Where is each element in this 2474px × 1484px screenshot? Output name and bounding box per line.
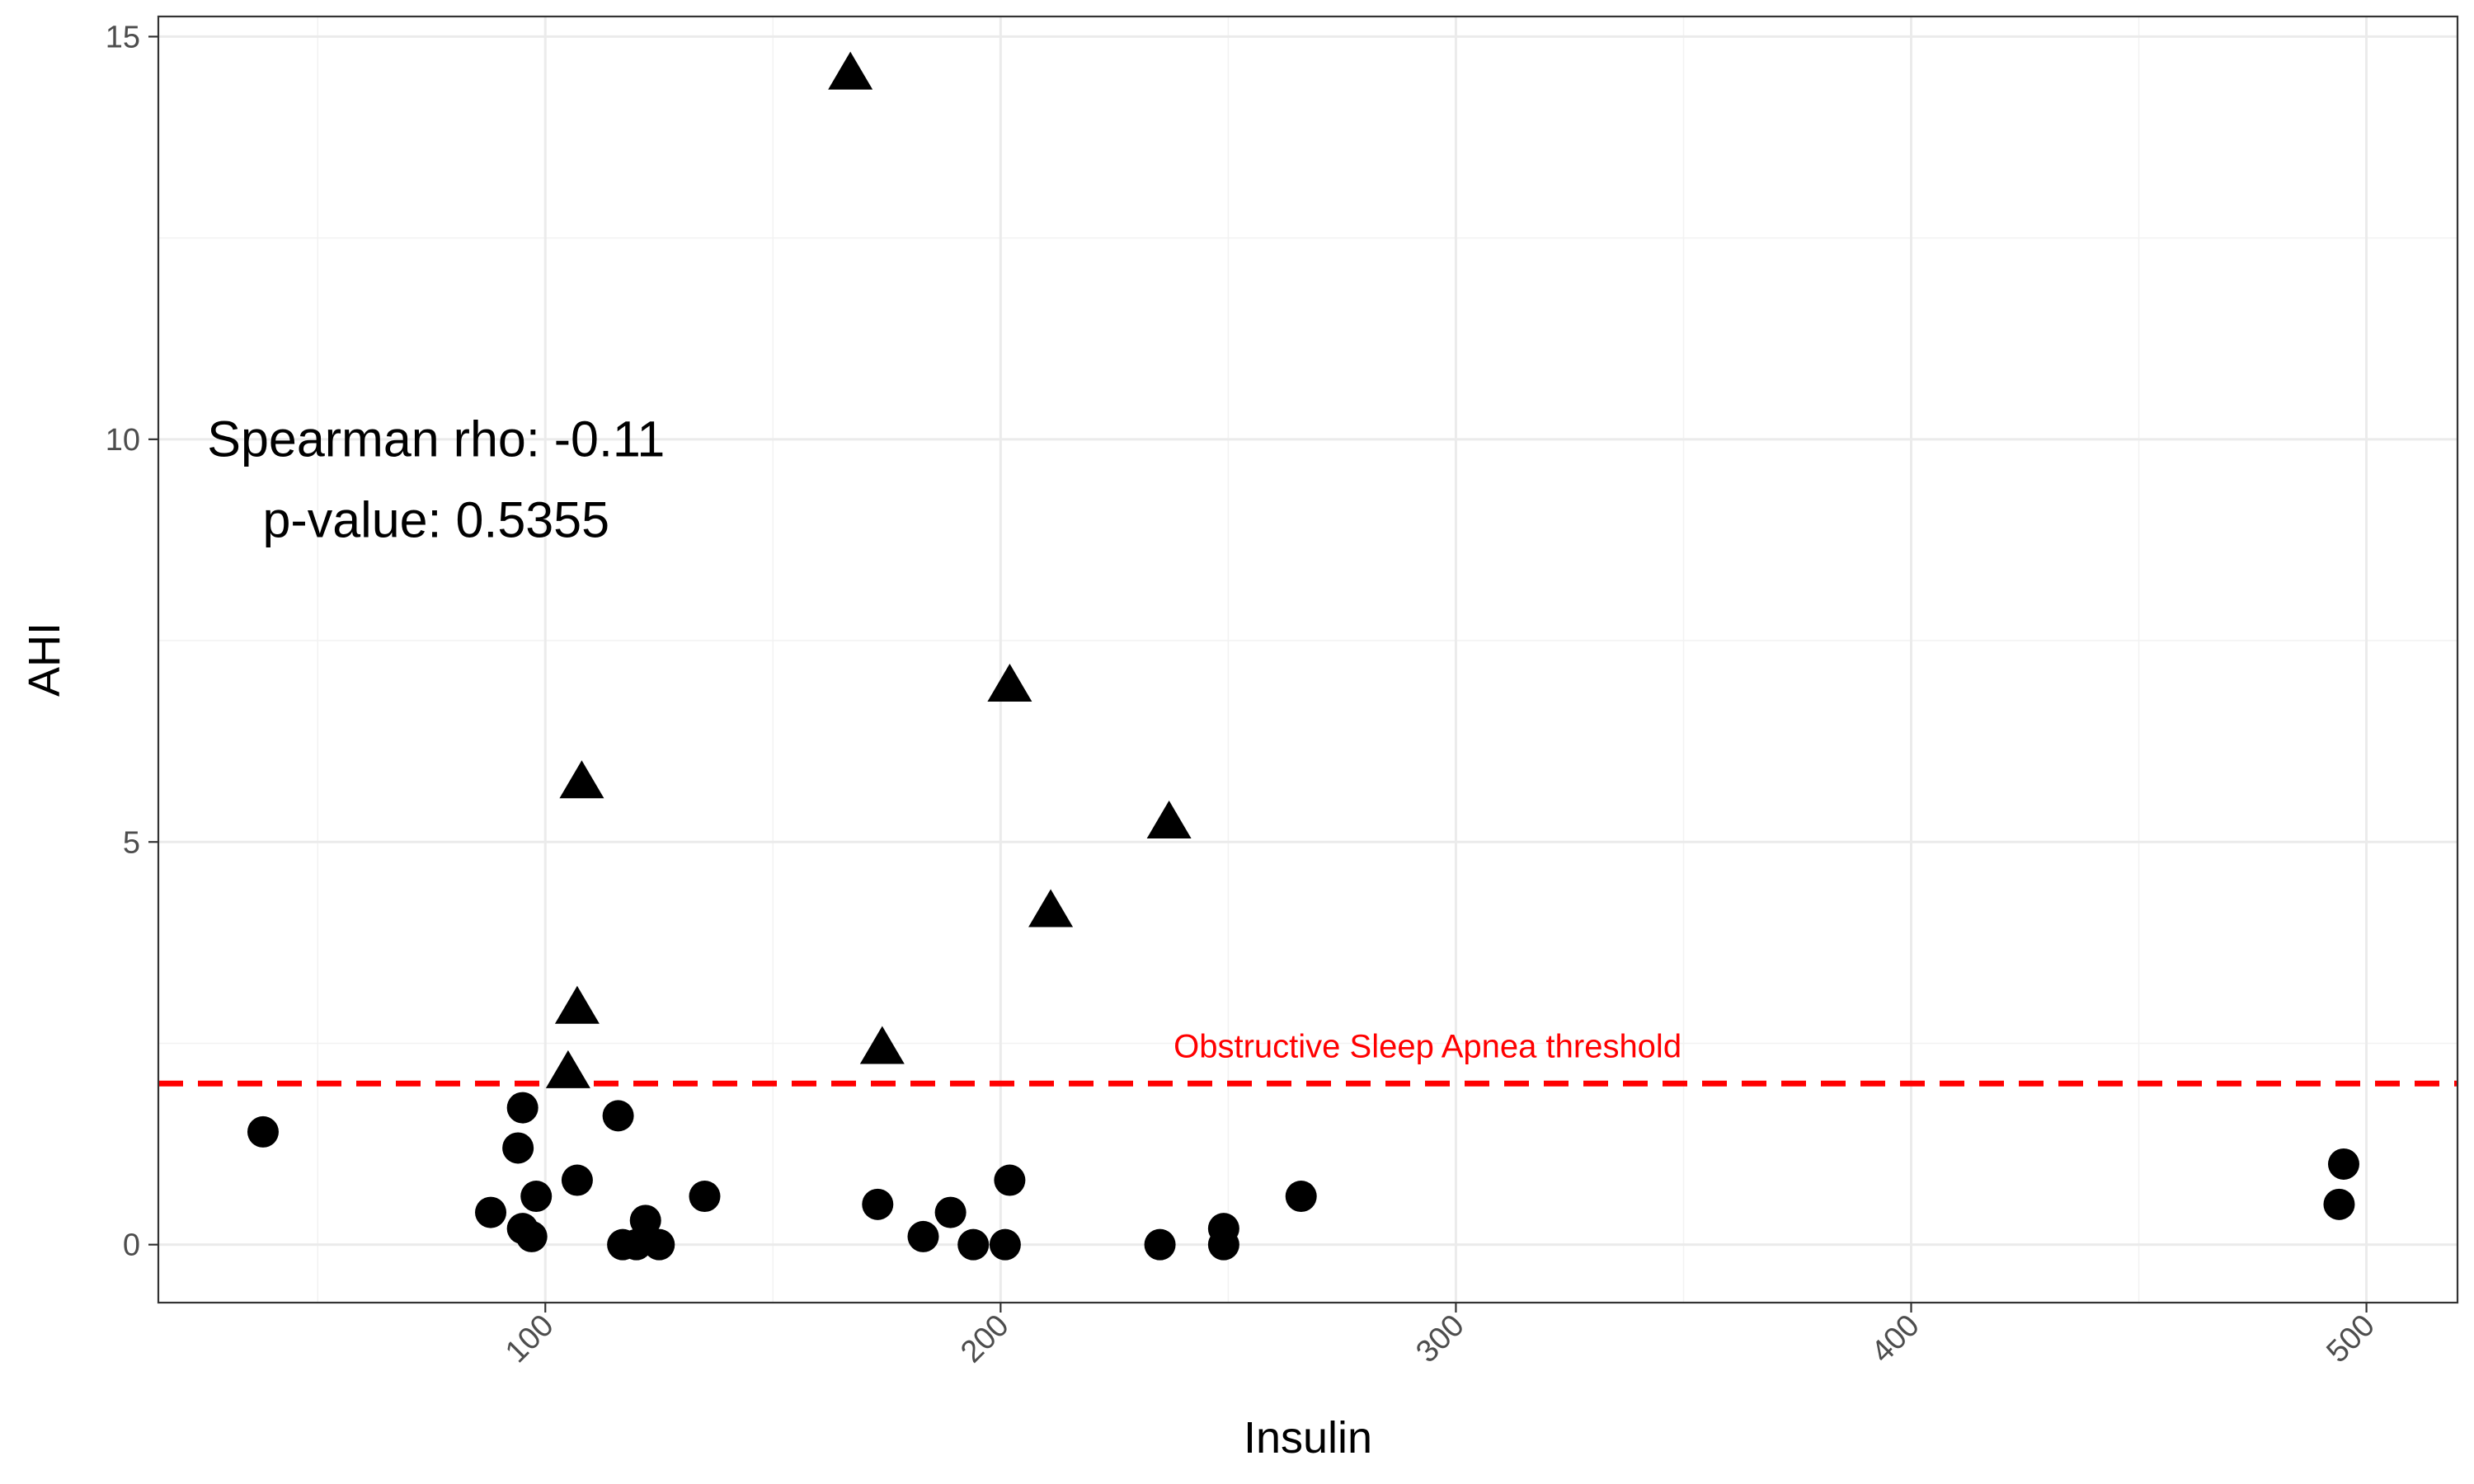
data-point-circle — [957, 1228, 990, 1261]
data-point-circle — [643, 1228, 675, 1261]
data-point-circle — [907, 1220, 939, 1252]
data-point-circle — [1207, 1228, 1239, 1261]
data-point-circle — [506, 1092, 539, 1124]
data-point-circle — [629, 1205, 661, 1237]
minor-gridlines — [158, 16, 2458, 1303]
data-point-circle — [1285, 1181, 1317, 1213]
data-point-triangle — [828, 51, 873, 90]
spearman-rho-text: Spearman rho: -0.11 — [207, 411, 665, 467]
data-point-triangle — [545, 1050, 590, 1088]
data-point-circle — [934, 1196, 967, 1228]
data-point-circle — [561, 1164, 593, 1196]
data-point-circle — [2323, 1188, 2355, 1220]
data-point-circle — [602, 1100, 634, 1132]
correlation-annotation: Spearman rho: -0.11 p-value: 0.5355 — [207, 411, 665, 548]
data-point-circle — [502, 1132, 534, 1164]
data-point-circle — [515, 1220, 548, 1252]
data-point-circle — [862, 1188, 894, 1220]
y-tick-label: 10 — [106, 423, 140, 458]
data-point-triangle — [559, 760, 604, 799]
data-point-triangle — [1028, 889, 1074, 928]
data-point-triangle — [987, 663, 1032, 702]
data-point-circle — [247, 1115, 279, 1148]
data-point-circle — [1144, 1228, 1176, 1261]
data-point-triangle — [1146, 801, 1192, 839]
data-points — [247, 51, 2359, 1261]
data-point-circle — [2327, 1148, 2359, 1180]
data-point-triangle — [554, 985, 600, 1024]
threshold-label: Obstructive Sleep Apnea threshold — [1174, 1028, 1681, 1064]
data-point-circle — [994, 1164, 1026, 1196]
x-axis-title: Insulin — [1244, 1413, 1372, 1463]
p-value-text: p-value: 0.5355 — [262, 492, 609, 548]
data-point-circle — [475, 1196, 507, 1228]
y-tick-label: 5 — [123, 825, 140, 860]
y-tick-label: 15 — [106, 20, 140, 54]
data-point-circle — [520, 1181, 553, 1213]
data-point-circle — [620, 1228, 652, 1261]
data-point-triangle — [859, 1026, 905, 1064]
data-point-circle — [989, 1228, 1021, 1261]
data-point-circle — [689, 1181, 721, 1213]
y-axis: 0 5 10 15 — [106, 20, 158, 1263]
y-axis-title: AHI — [20, 622, 69, 697]
y-tick-label: 0 — [123, 1228, 140, 1263]
plot-panel-border — [157, 15, 2459, 1304]
